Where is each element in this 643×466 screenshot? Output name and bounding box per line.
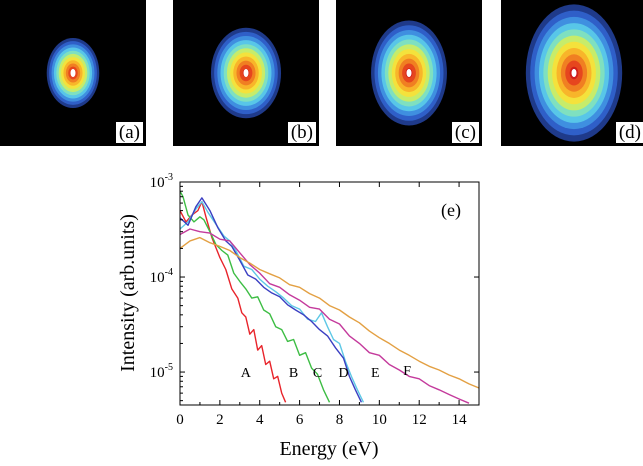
image-panel-c: (c): [336, 0, 482, 146]
series-line-A: [180, 201, 287, 403]
x-tick-label: 4: [256, 412, 264, 428]
x-tick-label: 12: [412, 412, 427, 428]
x-tick-label: 8: [336, 412, 344, 428]
y-tick-label: 10-4: [150, 267, 173, 286]
beam-spot-image: [46, 37, 100, 109]
panel-label: (c): [451, 122, 479, 143]
x-tick-label: 14: [452, 412, 468, 428]
series-label-C: C: [313, 366, 322, 381]
beam-center: [243, 69, 249, 77]
series-line-C: [180, 201, 365, 403]
series-label-F: F: [403, 364, 411, 379]
image-panel-a: (a): [0, 0, 146, 146]
series-label-E: E: [371, 366, 380, 381]
panel-label: (d): [615, 122, 643, 143]
beam-spot-image: [210, 27, 282, 119]
plot-frame: [179, 181, 480, 406]
series-label-A: A: [241, 366, 252, 381]
panel-label: (b): [287, 122, 316, 143]
series-label-B: B: [289, 366, 298, 381]
plot-area: [180, 182, 479, 405]
beam-center: [70, 69, 76, 77]
x-tick-label: 6: [296, 412, 304, 428]
x-tick-label: 0: [176, 412, 184, 428]
series-line-B: [180, 190, 331, 403]
beam-spot-image: [371, 20, 447, 126]
x-tick-label: 2: [216, 412, 224, 428]
beam-spot-image: [525, 4, 623, 142]
y-tick-label: 10-5: [150, 362, 173, 381]
series-line-D: [180, 197, 363, 403]
y-axis-label: Intensity (arb.units): [117, 214, 139, 372]
beam-center: [406, 69, 412, 77]
x-tick-label: 10: [372, 412, 387, 428]
panel-label-e: (e): [441, 200, 461, 221]
image-panel-d: (d): [501, 0, 643, 146]
x-axis-label: Energy (eV): [279, 438, 378, 460]
series-line-F: [180, 236, 479, 389]
series-label-D: D: [338, 366, 348, 381]
image-panel-b: (b): [173, 0, 319, 146]
beam-center: [571, 69, 577, 77]
panel-label: (a): [115, 122, 143, 143]
series-line-E: [180, 228, 470, 404]
y-tick-label: 10-3: [150, 172, 173, 191]
